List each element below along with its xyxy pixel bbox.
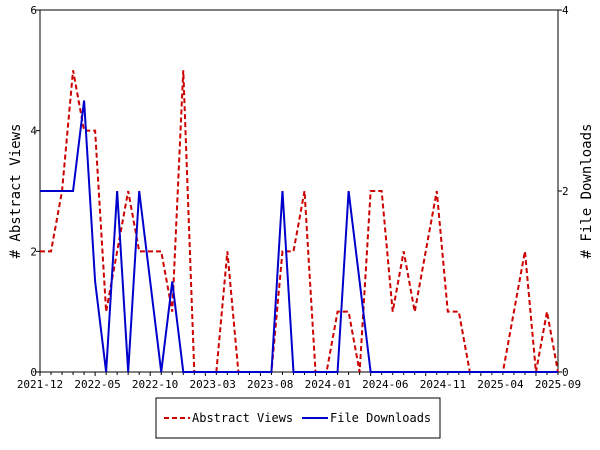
x-tick-label: 2022-05: [74, 378, 120, 391]
x-ticks: 2021-12 2022-05 2022-10 2023-03 2023-08 2024-…: [17, 372, 581, 391]
legend-box: [155, 397, 441, 439]
x-tick-label: 2025-09: [535, 378, 581, 391]
x-tick-label: 2024-01: [305, 378, 351, 391]
y-tick-label-right: 2: [562, 185, 569, 198]
y-axis-title-left: # Abstract Views: [8, 124, 24, 259]
legend-label-abstract-views: Abstract Views: [192, 411, 293, 425]
x-tick-label: 2023-03: [189, 378, 235, 391]
x-tick-label: 2022-10: [132, 378, 178, 391]
y-axis-title-right: # File Downloads: [579, 124, 595, 259]
y-tick-label-left: 4: [30, 125, 37, 138]
plot-area: [39, 9, 559, 373]
x-tick-label: 2025-04: [477, 378, 524, 391]
legend: Abstract Views File Downloads: [155, 397, 441, 439]
legend-label-file-downloads: File Downloads: [330, 411, 431, 425]
y-tick-label-left: 6: [30, 4, 37, 17]
x-tick-label: 2024-11: [420, 378, 466, 391]
series-lines: [40, 70, 559, 373]
y-ticks-left: 0 2 4 6: [30, 4, 40, 379]
y-tick-label-right: 0: [562, 366, 569, 379]
x-tick-label: 2021-12: [17, 378, 63, 391]
x-tick-label: 2024-06: [362, 378, 408, 391]
y-tick-label-left: 0: [30, 366, 37, 379]
y-ticks-right: 0 2 4: [558, 4, 569, 379]
y-tick-label-right: 4: [562, 4, 569, 17]
x-tick-label: 2023-08: [247, 378, 293, 391]
y-tick-label-left: 2: [30, 245, 37, 258]
series-line-file-downloads: [40, 100, 558, 373]
